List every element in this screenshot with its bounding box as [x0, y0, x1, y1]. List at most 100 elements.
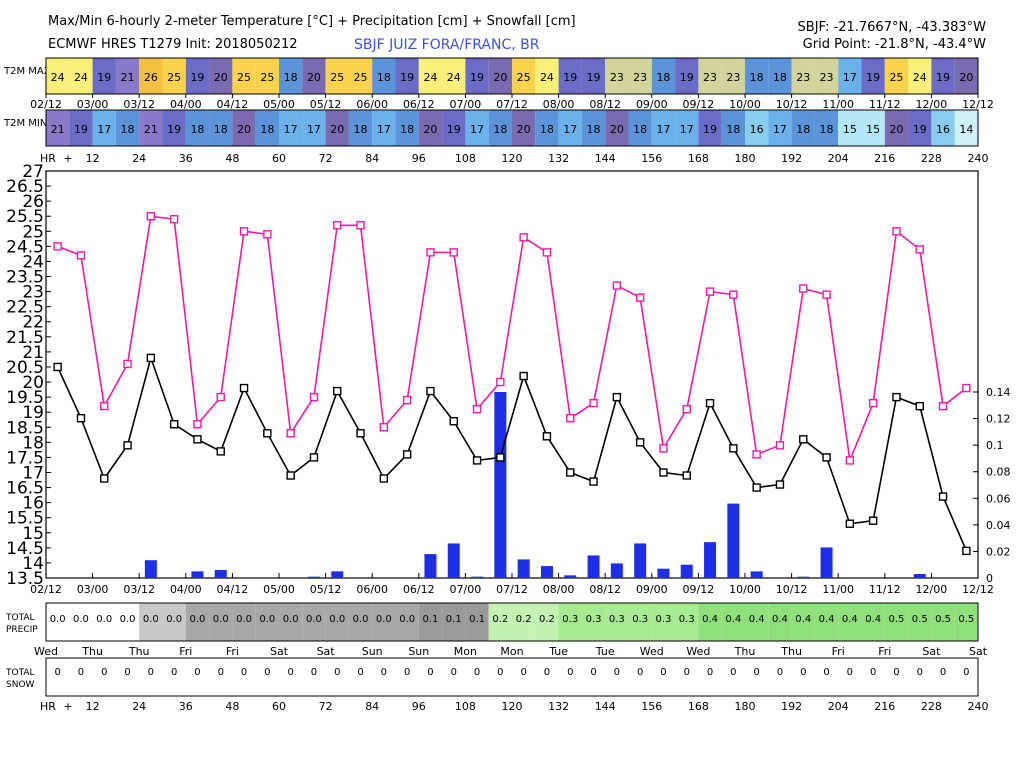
temp-tick-label: 15.5: [6, 509, 44, 529]
max-temp-point: [379, 423, 389, 432]
hour-label-top: 108: [455, 152, 476, 165]
t2m-min-value: 20: [517, 123, 531, 136]
day-label: Thu: [81, 645, 103, 658]
precip-bar: [797, 576, 810, 578]
total-precip-cell: [745, 603, 769, 641]
total-precip-cell: [651, 603, 676, 641]
max-temp-point: [169, 215, 179, 224]
t2m-max-cell: [861, 58, 885, 94]
t2m-min-cell: [162, 110, 186, 146]
t2m-max-value: 18: [656, 71, 670, 84]
total-precip-value: 0.0: [166, 614, 182, 625]
max-temp-point: [333, 221, 342, 230]
t2m-min-cell: [745, 110, 769, 146]
date-label-bottom: 03/12: [123, 583, 155, 596]
t2m-min-cell: [814, 110, 839, 146]
t2m-max-cell: [651, 58, 676, 94]
total-snow-value: 0: [171, 667, 177, 678]
total-precip-value: 0.0: [50, 614, 66, 625]
hour-label-bottom: 168: [688, 700, 709, 713]
max-temp-point: [449, 248, 458, 257]
hour-label-bottom: 132: [548, 700, 569, 713]
t2m-max-value: 23: [633, 71, 647, 84]
date-label: 10/12: [776, 98, 808, 111]
total-precip-value: 0.0: [236, 614, 252, 625]
min-temp-point: [263, 429, 272, 438]
total-snow-value: 0: [264, 667, 270, 678]
t2m-max-cell: [768, 58, 792, 94]
t2m-min-value: 15: [866, 123, 880, 136]
t2m-max-cell: [232, 58, 256, 94]
min-temp-point: [286, 471, 295, 480]
total-precip-value: 0.0: [120, 614, 136, 625]
max-temp-line: [57, 215, 967, 464]
total-precip-value: 0.3: [586, 614, 602, 625]
hour-label-top: 156: [641, 152, 662, 165]
total-precip-value: 0.3: [655, 614, 671, 625]
t2m-min-cell: [279, 110, 303, 146]
max-temp-point: [426, 248, 435, 257]
temp-tick-label: 22: [22, 313, 44, 333]
hour-label-bottom: 60: [272, 700, 286, 713]
total-precip-cell: [558, 603, 582, 641]
t2m-min-value: 17: [563, 123, 577, 136]
total-snow-value: 0: [800, 667, 806, 678]
total-snow-value: 0: [753, 667, 759, 678]
t2m-max-value: 25: [167, 71, 181, 84]
t2m-min-value: 17: [470, 123, 484, 136]
t2m-max-cell: [139, 58, 163, 94]
precip-tick-label: 0.02: [986, 545, 1011, 558]
t2m-min-cell: [209, 110, 233, 146]
temp-tick-label: 18.5: [6, 418, 44, 438]
total-precip-value: 0.0: [376, 614, 392, 625]
hour-label-top: 120: [502, 152, 523, 165]
precip-tick-label: 0.06: [986, 492, 1011, 505]
t2m-min-value: 17: [377, 123, 391, 136]
total-precip-cell: [395, 603, 419, 641]
t2m-min-value: 17: [284, 123, 298, 136]
total-snow-value: 0: [78, 667, 84, 678]
total-snow-value: 0: [544, 667, 550, 678]
t2m-min-value: 20: [237, 123, 251, 136]
date-label: 10/00: [729, 98, 761, 111]
t2m-max-value: 18: [750, 71, 764, 84]
precip-tick-label: 0.04: [986, 519, 1011, 532]
total-snow-value: 0: [567, 667, 573, 678]
t2m-min-value: 20: [330, 123, 344, 136]
hour-label-top: 24: [132, 152, 146, 165]
hour-label-top: 72: [319, 152, 333, 165]
hr-label-bottom: HR: [40, 700, 56, 713]
t2m-min-cell: [535, 110, 559, 146]
t2m-min-value: 21: [51, 123, 65, 136]
day-label: Wed: [686, 645, 710, 658]
t2m-min-cell: [605, 110, 629, 146]
total-precip-cell: [768, 603, 792, 641]
date-label: 07/00: [450, 98, 482, 111]
t2m-min-value: 19: [703, 123, 717, 136]
total-precip-value: 0.5: [912, 614, 928, 625]
max-temp-point: [752, 450, 761, 459]
total-snow-value: 0: [451, 667, 457, 678]
total-precip-value: 0.0: [329, 614, 345, 625]
t2m-min-cell: [558, 110, 582, 146]
t2m-min-cell: [512, 110, 536, 146]
t2m-max-value: 19: [97, 71, 111, 84]
t2m-min-value: 17: [307, 123, 321, 136]
day-label: Tue: [595, 645, 615, 658]
t2m-min-cell: [884, 110, 909, 146]
temp-tick-label: 18: [22, 433, 44, 453]
hour-label-bottom: 12: [86, 700, 100, 713]
min-temp-point: [635, 438, 645, 447]
precip-tick-label: 0.12: [986, 413, 1011, 426]
min-temp-point: [612, 392, 622, 402]
t2m-max-value: 24: [51, 71, 65, 84]
date-label: 11/12: [869, 98, 901, 111]
min-temp-point: [76, 414, 86, 423]
precip-bar: [680, 564, 693, 578]
total-snow-value: 0: [334, 667, 340, 678]
total-precip-cell: [255, 603, 279, 641]
temp-tick-label: 19.5: [6, 388, 44, 408]
t2m-max-cell: [931, 58, 955, 94]
hour-label-top: 12: [86, 152, 100, 165]
